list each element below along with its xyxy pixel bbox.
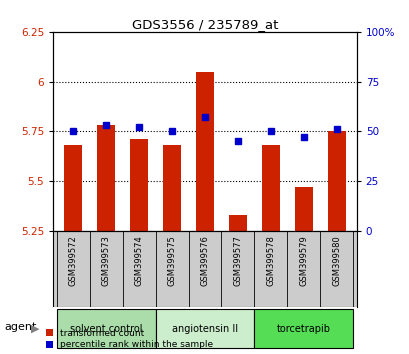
Bar	[327, 131, 345, 231]
Bar	[294, 187, 312, 231]
Text: GSM399579: GSM399579	[299, 235, 308, 286]
Title: GDS3556 / 235789_at: GDS3556 / 235789_at	[131, 18, 278, 31]
Text: GSM399580: GSM399580	[332, 235, 341, 286]
Bar	[64, 145, 82, 231]
Bar	[130, 139, 148, 231]
Text: ▶: ▶	[31, 324, 39, 333]
Bar	[196, 72, 213, 231]
Text: torcetrapib: torcetrapib	[276, 324, 330, 333]
Text: GSM399574: GSM399574	[134, 235, 143, 286]
Bar	[228, 215, 247, 231]
Text: solvent control: solvent control	[70, 324, 142, 333]
Text: GSM399575: GSM399575	[167, 235, 176, 286]
Text: agent: agent	[4, 322, 36, 332]
Text: GSM399577: GSM399577	[233, 235, 242, 286]
Bar	[56, 309, 155, 348]
Bar	[261, 145, 279, 231]
Text: GSM399572: GSM399572	[68, 235, 77, 286]
Text: GSM399578: GSM399578	[266, 235, 275, 286]
Bar	[155, 309, 254, 348]
Text: angiotensin II: angiotensin II	[171, 324, 238, 333]
Legend: transformed count, percentile rank within the sample: transformed count, percentile rank withi…	[45, 329, 213, 349]
Text: GSM399573: GSM399573	[101, 235, 110, 286]
Bar	[162, 145, 181, 231]
Bar	[97, 125, 115, 231]
Text: GSM399576: GSM399576	[200, 235, 209, 286]
Bar	[254, 309, 353, 348]
